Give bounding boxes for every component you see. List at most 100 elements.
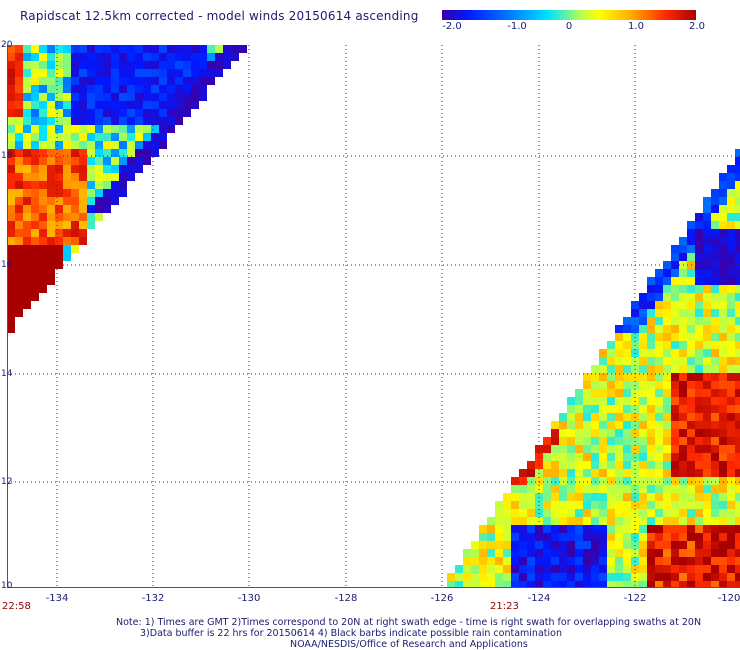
wind-cell (87, 101, 95, 109)
wind-cell (119, 61, 127, 69)
wind-cell (727, 565, 735, 573)
wind-cell (639, 301, 647, 309)
wind-cell (135, 141, 143, 149)
wind-cell (655, 525, 663, 533)
wind-cell (615, 413, 623, 421)
wind-cell (143, 109, 151, 117)
wind-cell (695, 237, 703, 245)
wind-cell (7, 269, 15, 277)
wind-cell (671, 365, 679, 373)
wind-cell (543, 525, 551, 533)
wind-cell (111, 109, 119, 117)
wind-cell (695, 341, 703, 349)
wind-cell (7, 277, 15, 285)
wind-cell (727, 301, 735, 309)
wind-cell (15, 253, 23, 261)
wind-cell (39, 117, 47, 125)
wind-cell (527, 573, 535, 581)
wind-cell (63, 165, 71, 173)
wind-cell (47, 173, 55, 181)
wind-cell (167, 125, 175, 133)
wind-cell (639, 453, 647, 461)
wind-cell (583, 517, 591, 525)
wind-cell (703, 341, 711, 349)
wind-cell (527, 549, 535, 557)
wind-cell (63, 197, 71, 205)
wind-cell (591, 549, 599, 557)
wind-cell (63, 93, 71, 101)
wind-cell (663, 405, 671, 413)
wind-cell (39, 125, 47, 133)
wind-cell (735, 181, 740, 189)
wind-cell (687, 277, 695, 285)
lat-label-20: 20 (1, 40, 13, 50)
wind-cell (15, 229, 23, 237)
wind-cell (727, 461, 735, 469)
wind-cell (719, 429, 727, 437)
wind-cell (703, 413, 711, 421)
wind-cell (623, 461, 631, 469)
wind-cell (223, 53, 231, 61)
wind-cell (711, 493, 719, 501)
wind-cell (31, 53, 39, 61)
wind-cell (567, 565, 575, 573)
wind-cell (239, 45, 247, 53)
wind-cell (135, 101, 143, 109)
wind-cell (567, 413, 575, 421)
wind-cell (583, 565, 591, 573)
wind-cell (559, 533, 567, 541)
wind-cell (607, 501, 615, 509)
wind-cell (447, 573, 455, 581)
wind-cell (655, 325, 663, 333)
wind-cell (207, 53, 215, 61)
wind-cell (719, 221, 727, 229)
wind-cell (487, 549, 495, 557)
wind-cell (111, 53, 119, 61)
wind-cell (95, 117, 103, 125)
wind-cell (607, 397, 615, 405)
wind-cell (639, 357, 647, 365)
wind-cell (703, 365, 711, 373)
wind-cell (167, 93, 175, 101)
wind-cell (679, 381, 687, 389)
wind-cell (719, 549, 727, 557)
wind-cell (127, 133, 135, 141)
wind-cell (591, 509, 599, 517)
wind-cell (711, 573, 719, 581)
wind-cell (735, 149, 740, 157)
wind-cell (551, 565, 559, 573)
wind-cell (655, 381, 663, 389)
wind-cell (7, 309, 15, 317)
wind-cell (7, 85, 15, 93)
wind-cell (719, 269, 727, 277)
wind-cell (207, 61, 215, 69)
wind-cell (87, 141, 95, 149)
wind-cell (503, 501, 511, 509)
wind-cell (543, 501, 551, 509)
wind-cell (159, 69, 167, 77)
wind-cell (711, 285, 719, 293)
wind-cell (607, 445, 615, 453)
wind-cell (119, 77, 127, 85)
wind-cell (7, 229, 15, 237)
wind-cell (639, 461, 647, 469)
wind-cell (111, 165, 119, 173)
wind-cell (679, 341, 687, 349)
wind-cell (687, 493, 695, 501)
wind-cell (31, 133, 39, 141)
wind-cell (63, 245, 71, 253)
wind-cell (551, 493, 559, 501)
wind-cell (735, 389, 740, 397)
wind-cell (703, 381, 711, 389)
wind-cell (31, 293, 39, 301)
wind-cell (583, 557, 591, 565)
lon-label-126: -126 (430, 593, 454, 604)
wind-cell (127, 53, 135, 61)
wind-cell (615, 573, 623, 581)
wind-cell (23, 237, 31, 245)
wind-cell (719, 397, 727, 405)
wind-cell (95, 205, 103, 213)
wind-cell (607, 477, 615, 485)
wind-cell (655, 493, 663, 501)
wind-cell (159, 101, 167, 109)
